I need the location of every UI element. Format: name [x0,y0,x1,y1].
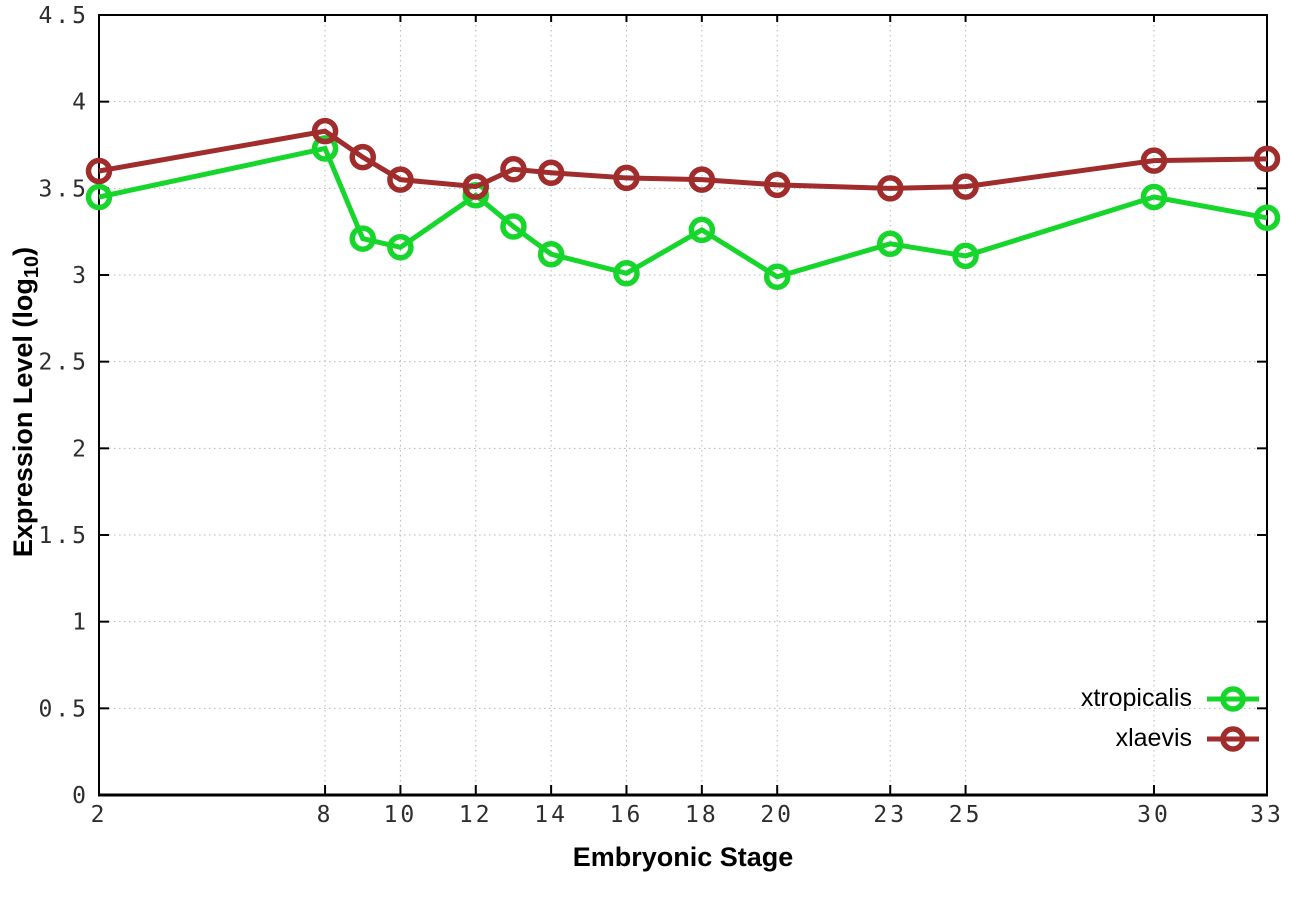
plot-border [98,14,1268,796]
y-tick-label: 3.5 [38,176,89,202]
x-tick-label: 20 [760,802,794,828]
data-point-xtropicalis [952,242,979,270]
y-tick-label: 3 [72,263,89,289]
legend-item-xlaevis: xlaevis [1116,721,1262,756]
x-tick-label: 23 [873,802,907,828]
x-tick-label: 12 [459,802,493,828]
legend-label-xlaevis: xlaevis [1115,724,1192,752]
data-point-xlaevis [613,164,640,192]
legend-marker-xtropicalis [1207,685,1259,712]
y-tick-label: 1 [72,610,89,636]
data-point-xtropicalis [311,135,339,162]
data-point-xtropicalis [763,263,791,290]
series-xtropicalis [85,135,1281,290]
tick-labels: 2 8 10 12 14 16 18 20 23 25 30 33 0 0.5 1 1.5 2 2.5 3 3.5 4 4… [38,3,1284,828]
data-point-xlaevis [537,159,565,186]
x-tick-label: 14 [534,802,568,828]
data-point-xtropicalis [1253,204,1281,232]
data-point-xlaevis [763,171,791,199]
legend-item-xtropicalis: xtropicalis [1081,681,1262,716]
y-tick-label: 0.5 [38,696,89,722]
series-xlaevis [85,117,1281,202]
x-tick-label: 18 [685,802,719,828]
data-point-xtropicalis [537,240,565,268]
legend-circle-icon [1220,685,1246,712]
data-point-xlaevis [688,166,716,193]
data-point-xlaevis [85,157,113,185]
y-tick-label: 4.5 [38,3,89,29]
y-tick-label: 4 [72,90,89,116]
y-axis-title-main: Expression Level (log [7,278,38,558]
data-point-xtropicalis [387,234,414,261]
data-point-xlaevis [311,117,339,145]
legend-circle-icon [1220,725,1246,752]
x-tick-label: 2 [91,802,108,828]
y-axis-title-close: ) [7,246,38,256]
data-point-xlaevis [1253,145,1281,173]
gridlines [99,15,1267,795]
y-tick-label: 2 [72,436,89,462]
data-point-xtropicalis [85,183,113,211]
data-point-xtropicalis [613,260,640,287]
data-point-xtropicalis [688,216,716,244]
x-tick-label: 33 [1250,802,1284,828]
x-tick-label: 25 [949,802,983,828]
data-point-xlaevis [387,166,414,193]
data-point-xtropicalis [1140,183,1168,211]
x-tick-label: 16 [610,802,644,828]
legend-marker-xlaevis [1207,725,1259,752]
data-point-xlaevis [952,173,979,200]
legend: xtropicalis xlaevis [1081,681,1262,756]
data-point-xlaevis [876,175,904,202]
y-axis-title: Expression Level (log10) [8,247,44,557]
data-point-xtropicalis [500,213,527,240]
data-point-xlaevis [349,143,376,171]
y-tick-label: 0 [72,783,89,809]
y-axis-title-subscript: 10 [21,255,44,279]
data-point-xlaevis [462,173,490,200]
data-point-xlaevis [1140,147,1168,174]
y-tick-label: 2.5 [38,350,89,376]
x-tick-label: 10 [384,802,418,828]
data-point-xlaevis [500,156,527,183]
x-axis-title: Embryonic Stage [572,842,794,872]
axis-ticks [98,14,1268,796]
y-tick-label: 1.5 [38,523,89,549]
data-point-xtropicalis [876,230,904,258]
x-tick-label: 30 [1137,802,1171,828]
x-tick-label: 8 [317,802,334,828]
legend-label-xtropicalis: xtropicalis [1080,684,1192,712]
data-point-xtropicalis [349,225,376,252]
